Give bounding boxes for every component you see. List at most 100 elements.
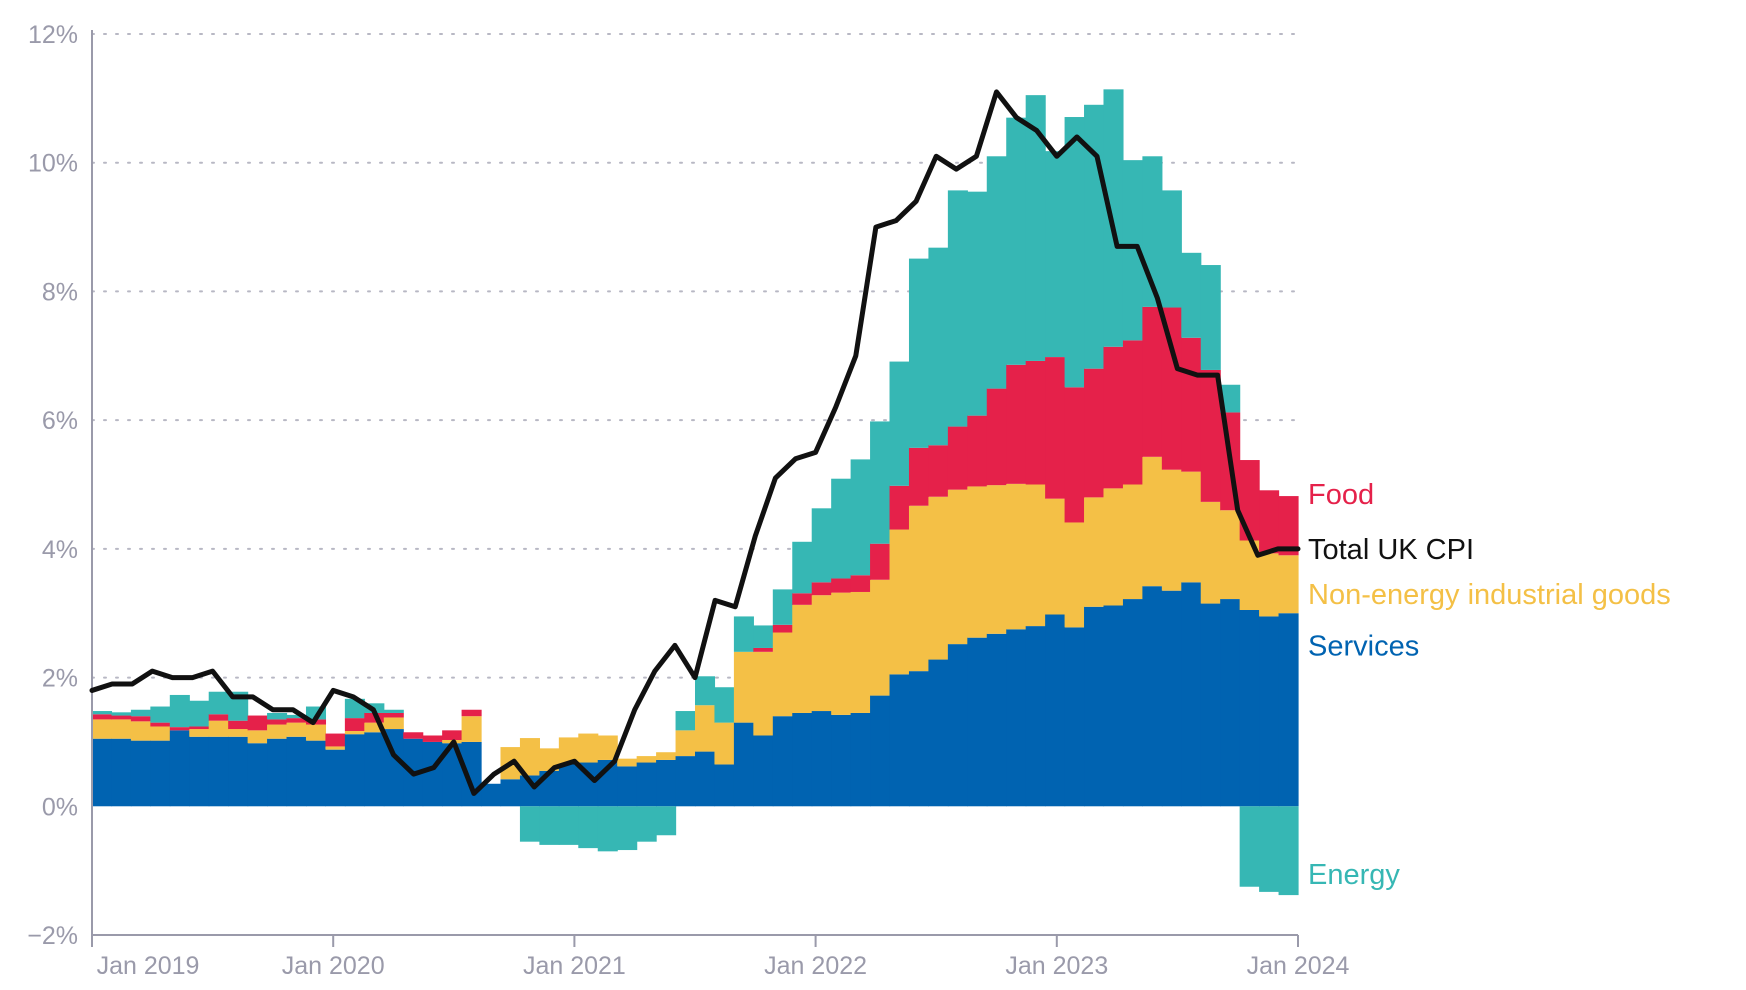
bar-services [364, 732, 385, 807]
bar-energy [1278, 806, 1299, 896]
x-tick-label: Jan 2021 [523, 952, 626, 980]
bar-goods [1239, 540, 1260, 610]
bar-goods [1259, 553, 1280, 617]
bar-services [169, 730, 190, 807]
bar-services [422, 741, 443, 807]
bar-services [1025, 626, 1046, 807]
bar-food [111, 715, 132, 720]
bar-energy [1025, 95, 1046, 361]
bar-energy [617, 806, 638, 851]
bar-food [753, 647, 774, 652]
bar-energy [850, 459, 871, 576]
bar-energy [130, 709, 151, 717]
bar-goods [1025, 484, 1046, 627]
bar-food [908, 447, 930, 506]
bar-energy [1006, 117, 1027, 365]
bar-services [305, 740, 327, 807]
bar-goods [325, 746, 346, 750]
legend: Food Total UK CPI Non-energy industrial go… [1308, 479, 1671, 891]
legend-label-goods: Non-energy industrial goods [1308, 579, 1671, 611]
bar-food [403, 732, 424, 739]
bar-goods [928, 496, 949, 660]
bar-goods [695, 705, 716, 752]
bar-goods [364, 722, 385, 733]
bar-goods [656, 752, 677, 760]
bar-goods [636, 756, 657, 763]
bar-goods [578, 733, 599, 763]
bar-services [986, 633, 1007, 807]
bar-services [1161, 590, 1182, 807]
bar-energy [967, 191, 988, 416]
bar-services [286, 736, 307, 807]
bar-energy [831, 478, 852, 579]
bar-food [831, 578, 852, 593]
bar-goods [208, 720, 229, 737]
bar-goods [111, 719, 132, 739]
bar-goods [344, 730, 365, 735]
bar-goods [753, 651, 774, 736]
bar-goods [150, 726, 171, 741]
bar-food [92, 714, 113, 720]
bar-goods [792, 604, 813, 713]
bar-energy [636, 806, 657, 842]
bar-services [1006, 629, 1027, 807]
bar-energy [150, 706, 171, 723]
bar-food [1084, 368, 1105, 498]
bar-services [481, 783, 502, 807]
bar-food [189, 726, 210, 730]
bar-food [811, 582, 832, 596]
bar-services [267, 738, 288, 807]
bar-food [130, 716, 151, 722]
bar-services [1259, 616, 1280, 807]
bar-energy [792, 541, 813, 594]
bar-energy [383, 709, 404, 713]
bar-energy [267, 712, 288, 720]
bar-energy [1181, 252, 1202, 338]
y-tick-label: 12% [28, 21, 78, 49]
bar-goods [1103, 488, 1124, 606]
bar-energy [597, 806, 618, 852]
bar-services [208, 736, 229, 807]
bar-goods [733, 651, 754, 723]
bar-services [908, 671, 930, 807]
bar-services [831, 714, 852, 807]
bar-energy [189, 700, 210, 727]
bar-services [500, 779, 521, 807]
bar-food [150, 722, 171, 727]
bar-services [811, 711, 832, 807]
legend-label-total: Total UK CPI [1308, 534, 1474, 566]
bar-goods [908, 505, 930, 672]
y-tick-label: 2% [42, 665, 78, 693]
bar-energy [519, 806, 540, 842]
bar-goods [675, 730, 696, 757]
bar-services [792, 712, 813, 807]
bar-food [383, 712, 404, 718]
y-tick-label: 10% [28, 150, 78, 178]
bar-goods [1045, 498, 1066, 615]
bar-goods [286, 722, 307, 737]
bar-food [947, 426, 968, 490]
bar-goods [1278, 555, 1299, 614]
bar-energy [1103, 89, 1124, 347]
bar-food [1278, 496, 1299, 556]
bar-goods [461, 716, 482, 742]
bar-goods [1006, 483, 1027, 630]
bar-food [1103, 346, 1124, 489]
bar-energy [986, 156, 1007, 389]
bar-services [189, 736, 210, 807]
bar-services [111, 738, 132, 807]
bar-services [695, 751, 716, 807]
x-tick-label: Jan 2020 [282, 952, 385, 980]
bar-goods [967, 486, 988, 638]
bar-energy [1200, 265, 1221, 370]
bar-services [442, 743, 463, 807]
bar-goods [1084, 497, 1105, 607]
bar-services [1122, 599, 1143, 807]
x-tick-label: Jan 2019 [97, 952, 200, 980]
bar-services [617, 766, 638, 807]
bar-services [889, 674, 910, 807]
bar-goods [267, 724, 288, 739]
bar-goods [189, 729, 210, 737]
bar-services [772, 716, 793, 807]
